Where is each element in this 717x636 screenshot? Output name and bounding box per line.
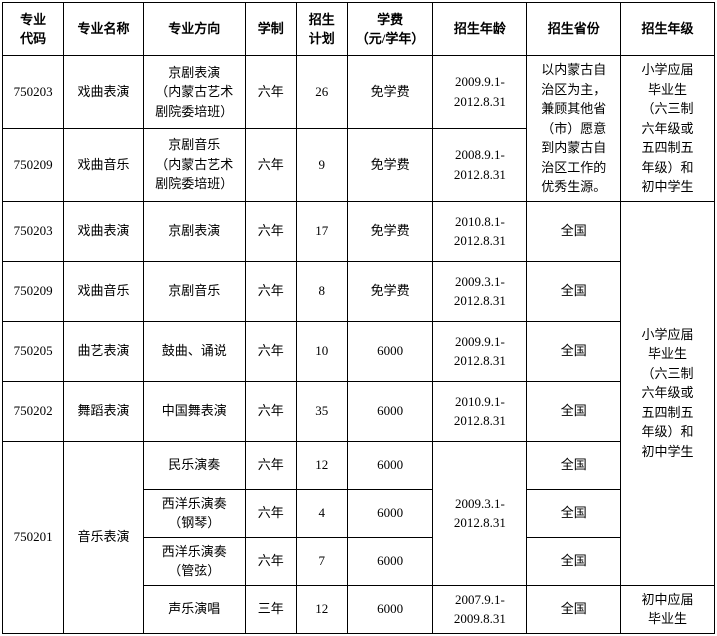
th-dur: 学制 <box>245 3 296 56</box>
cell-code: 750205 <box>3 321 64 381</box>
th-fee: 学费（元/学年） <box>347 3 433 56</box>
cell-age: 2010.9.1-2012.8.31 <box>433 381 527 441</box>
cell-prov: 全国 <box>527 585 621 633</box>
table-row: 750205 曲艺表演 鼓曲、诵说 六年 10 6000 2009.9.1-20… <box>3 321 715 381</box>
cell-prov: 全国 <box>527 261 621 321</box>
th-grade: 招生年级 <box>621 3 715 56</box>
cell-age: 2008.9.1-2012.8.31 <box>433 128 527 201</box>
cell-age: 2009.3.1-2012.8.31 <box>433 261 527 321</box>
cell-fee: 免学费 <box>347 261 433 321</box>
cell-dur: 六年 <box>245 489 296 537</box>
cell-plan: 9 <box>296 128 347 201</box>
cell-name: 戏曲音乐 <box>64 261 144 321</box>
cell-dir: 西洋乐演奏（管弦） <box>143 537 245 585</box>
cell-code: 750209 <box>3 261 64 321</box>
cell-plan: 17 <box>296 201 347 261</box>
cell-dir: 京剧音乐 <box>143 261 245 321</box>
cell-age: 2010.8.1-2012.8.31 <box>433 201 527 261</box>
cell-prov: 全国 <box>527 537 621 585</box>
cell-prov: 全国 <box>527 201 621 261</box>
cell-dur: 六年 <box>245 321 296 381</box>
cell-dir: 声乐演唱 <box>143 585 245 633</box>
cell-fee: 6000 <box>347 321 433 381</box>
cell-dir: 京剧音乐（内蒙古艺术剧院委培班） <box>143 128 245 201</box>
cell-dur: 六年 <box>245 56 296 129</box>
cell-dur: 六年 <box>245 381 296 441</box>
cell-name: 戏曲表演 <box>64 56 144 129</box>
cell-plan: 10 <box>296 321 347 381</box>
table-row: 750201 音乐表演 民乐演奏 六年 12 6000 2009.3.1-201… <box>3 441 715 489</box>
cell-dur: 六年 <box>245 537 296 585</box>
cell-dur: 三年 <box>245 585 296 633</box>
cell-dir: 京剧表演（内蒙古艺术剧院委培班） <box>143 56 245 129</box>
cell-age: 2007.9.1-2009.8.31 <box>433 585 527 633</box>
th-code: 专业代码 <box>3 3 64 56</box>
cell-plan: 4 <box>296 489 347 537</box>
cell-age: 2009.3.1-2012.8.31 <box>433 441 527 585</box>
cell-dur: 六年 <box>245 128 296 201</box>
cell-fee: 6000 <box>347 441 433 489</box>
cell-prov: 全国 <box>527 489 621 537</box>
cell-dur: 六年 <box>245 261 296 321</box>
cell-name: 戏曲音乐 <box>64 128 144 201</box>
cell-dur: 六年 <box>245 441 296 489</box>
cell-fee: 6000 <box>347 537 433 585</box>
cell-fee: 6000 <box>347 585 433 633</box>
th-age: 招生年龄 <box>433 3 527 56</box>
cell-name: 舞蹈表演 <box>64 381 144 441</box>
cell-dir: 鼓曲、诵说 <box>143 321 245 381</box>
cell-name: 音乐表演 <box>64 441 144 633</box>
cell-code: 750202 <box>3 381 64 441</box>
table-row: 750203 戏曲表演 京剧表演（内蒙古艺术剧院委培班） 六年 26 免学费 2… <box>3 56 715 129</box>
cell-fee: 6000 <box>347 381 433 441</box>
cell-code: 750201 <box>3 441 64 633</box>
cell-fee: 6000 <box>347 489 433 537</box>
cell-code: 750203 <box>3 201 64 261</box>
table-row: 750209 戏曲音乐 京剧音乐 六年 8 免学费 2009.3.1-2012.… <box>3 261 715 321</box>
cell-age: 2009.9.1-2012.8.31 <box>433 56 527 129</box>
cell-plan: 26 <box>296 56 347 129</box>
cell-grade: 小学应届毕业生（六三制六年级或五四制五年级）和初中学生 <box>621 56 715 202</box>
cell-age: 2009.9.1-2012.8.31 <box>433 321 527 381</box>
cell-dir: 民乐演奏 <box>143 441 245 489</box>
cell-dir: 西洋乐演奏（钢琴） <box>143 489 245 537</box>
th-prov: 招生省份 <box>527 3 621 56</box>
header-row: 专业代码 专业名称 专业方向 学制 招生计划 学费（元/学年） 招生年龄 招生省… <box>3 3 715 56</box>
cell-dir: 中国舞表演 <box>143 381 245 441</box>
cell-grade: 小学应届毕业生（六三制六年级或五四制五年级）和初中学生 <box>621 201 715 585</box>
th-plan: 招生计划 <box>296 3 347 56</box>
cell-plan: 35 <box>296 381 347 441</box>
cell-plan: 8 <box>296 261 347 321</box>
cell-name: 曲艺表演 <box>64 321 144 381</box>
cell-code: 750209 <box>3 128 64 201</box>
cell-fee: 免学费 <box>347 56 433 129</box>
cell-plan: 7 <box>296 537 347 585</box>
cell-prov: 全国 <box>527 441 621 489</box>
admissions-table: 专业代码 专业名称 专业方向 学制 招生计划 学费（元/学年） 招生年龄 招生省… <box>2 2 715 634</box>
cell-grade: 初中应届毕业生 <box>621 585 715 633</box>
cell-fee: 免学费 <box>347 128 433 201</box>
table-row: 750203 戏曲表演 京剧表演 六年 17 免学费 2010.8.1-2012… <box>3 201 715 261</box>
cell-prov: 全国 <box>527 381 621 441</box>
table-row: 750202 舞蹈表演 中国舞表演 六年 35 6000 2010.9.1-20… <box>3 381 715 441</box>
cell-fee: 免学费 <box>347 201 433 261</box>
cell-dur: 六年 <box>245 201 296 261</box>
th-dir: 专业方向 <box>143 3 245 56</box>
cell-dir: 京剧表演 <box>143 201 245 261</box>
th-name: 专业名称 <box>64 3 144 56</box>
cell-name: 戏曲表演 <box>64 201 144 261</box>
cell-plan: 12 <box>296 441 347 489</box>
cell-plan: 12 <box>296 585 347 633</box>
cell-prov: 以内蒙古自治区为主，兼顾其他省（市）愿意到内蒙古自治区工作的优秀生源。 <box>527 56 621 202</box>
cell-prov: 全国 <box>527 321 621 381</box>
cell-code: 750203 <box>3 56 64 129</box>
